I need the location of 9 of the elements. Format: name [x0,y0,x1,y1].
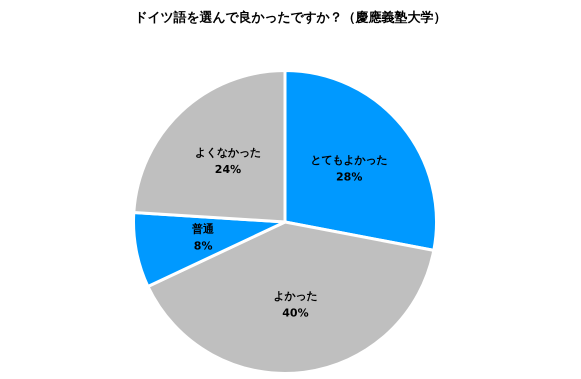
data-label: 40% [282,306,309,320]
data-label: 24% [214,163,242,176]
slice-label: とてもよかった [310,154,388,167]
slice-label: よくなかった [194,146,261,160]
data-label: 8% [194,239,212,252]
slice-label: 普通 [191,222,216,236]
chart-title: ドイツ語を選んで良かったですか？（慶應義塾大学） [134,9,446,26]
data-label: 28% [336,170,362,184]
slice-label: よかった [273,290,318,303]
